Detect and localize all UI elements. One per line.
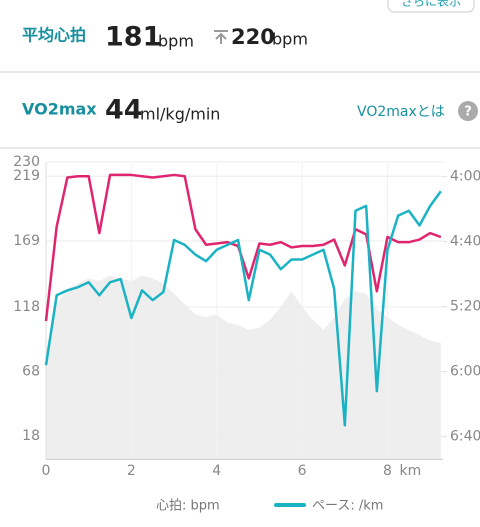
y-tick-label: 118 [13,299,40,315]
y-tick-label: 230 [13,154,40,170]
y-tick-label: 169 [13,233,40,249]
more-button-label[interactable]: さらに表示 [401,0,461,9]
hr-label: 平均心拍 [22,26,86,45]
y-tick-label: 219 [13,168,40,184]
y2-tick-label: 5:20 [450,299,480,315]
x-tick-label: 2 [127,463,136,479]
more-button[interactable] [387,0,475,13]
hr-max: 220 [231,25,275,49]
hr-max-unit: bpm [272,30,308,49]
x-tick-label: 4 [212,463,221,479]
y2-tick-label: 4:40 [450,234,480,250]
x-tick-label: 0 [42,463,51,479]
background-area [46,275,441,460]
y2-tick-label: 6:00 [450,364,480,380]
help-icon-label[interactable]: ? [464,105,472,120]
hr-unit: bpm [158,32,194,51]
y2-tick-label: 6:40 [450,429,480,445]
y2-tick-label: 4:00 [450,169,480,185]
x-tick-label: 8 [383,463,392,479]
hr-avg: 181 [105,22,161,53]
y-tick-label: 68 [22,363,40,379]
vo2-label: VO2max [22,100,97,119]
vo2-value: 44 [105,95,143,126]
legend-label: ペース: /km [312,499,383,514]
y-tick-label: 18 [22,428,40,444]
vo2-link[interactable]: VO2maxとは [357,104,445,120]
vo2-unit: ml/kg/min [140,105,220,124]
data-line [44,173,442,322]
legend-label: 心拍: bpm [156,499,220,514]
help-icon[interactable] [458,101,478,121]
x-tick-label: 6 [298,463,307,479]
x-axis-label: km [400,463,422,479]
data-line [44,190,442,427]
max-icon [214,30,228,44]
